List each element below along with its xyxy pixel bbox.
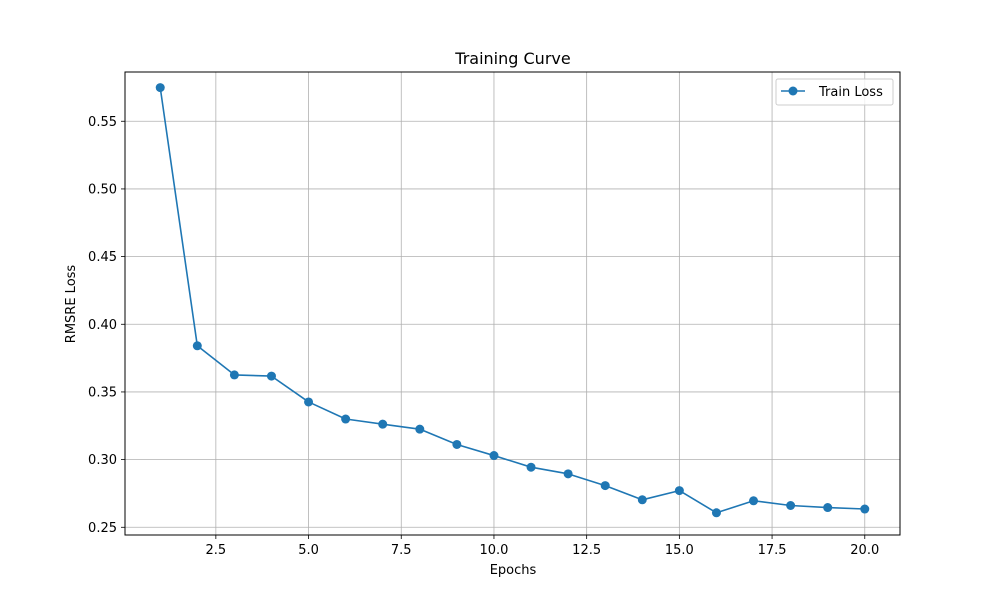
train-loss-point [786,500,796,510]
x-tick-label: 15.0 [665,543,694,558]
x-tick-label: 12.5 [572,543,601,558]
chart-title: Training Curve [454,49,570,68]
train-loss-point [860,504,870,514]
train-loss-point [711,508,721,518]
x-tick-label: 5.0 [298,543,319,558]
train-loss-point [526,462,536,472]
train-loss-point [637,495,647,505]
grid-lines [125,72,900,535]
train-loss-point [378,419,388,429]
legend: Train Loss [775,78,894,106]
train-loss-point [415,424,425,434]
train-loss-point [304,397,314,407]
x-tick-label: 20.0 [850,543,879,558]
train-loss-point [155,83,165,93]
y-tick-label: 0.45 [88,250,117,265]
train-loss-point [452,439,462,449]
train-loss-point [489,451,499,461]
train-loss-point [266,371,276,381]
y-tick-label: 0.25 [88,521,117,536]
y-axis-ticks: 0.25 0.30 0.35 0.40 0.45 0.50 0.55 [88,115,125,536]
x-tick-label: 10.0 [479,543,508,558]
x-tick-label: 2.5 [206,543,227,558]
plot-frame [124,71,901,536]
train-loss-point [229,370,239,380]
train-loss-point [674,486,684,496]
train-loss-point [600,481,610,491]
x-axis-ticks: 2.5 5.0 7.5 10.0 12.5 15.0 17.5 20.0 [206,535,879,558]
y-tick-label: 0.50 [88,182,117,197]
legend-point-marker [788,86,798,96]
y-tick-label: 0.55 [88,115,117,130]
train-loss-point [341,414,351,424]
train-loss-line [159,87,865,514]
y-tick-label: 0.40 [88,318,117,333]
x-tick-label: 7.5 [391,543,412,558]
y-tick-label: 0.30 [88,453,117,468]
train-loss-point [749,496,759,506]
train-loss-point [192,341,202,351]
y-tick-label: 0.35 [88,385,117,400]
legend-label-train-loss: Train Loss [818,85,883,100]
x-axis-label: Epochs [490,563,537,578]
series-layer [155,83,870,518]
y-axis-label: RMSRE Loss [64,265,79,344]
legend-box [775,78,894,106]
x-tick-label: 17.5 [758,543,787,558]
train-loss-point [823,503,833,513]
train-loss-point [563,469,573,479]
